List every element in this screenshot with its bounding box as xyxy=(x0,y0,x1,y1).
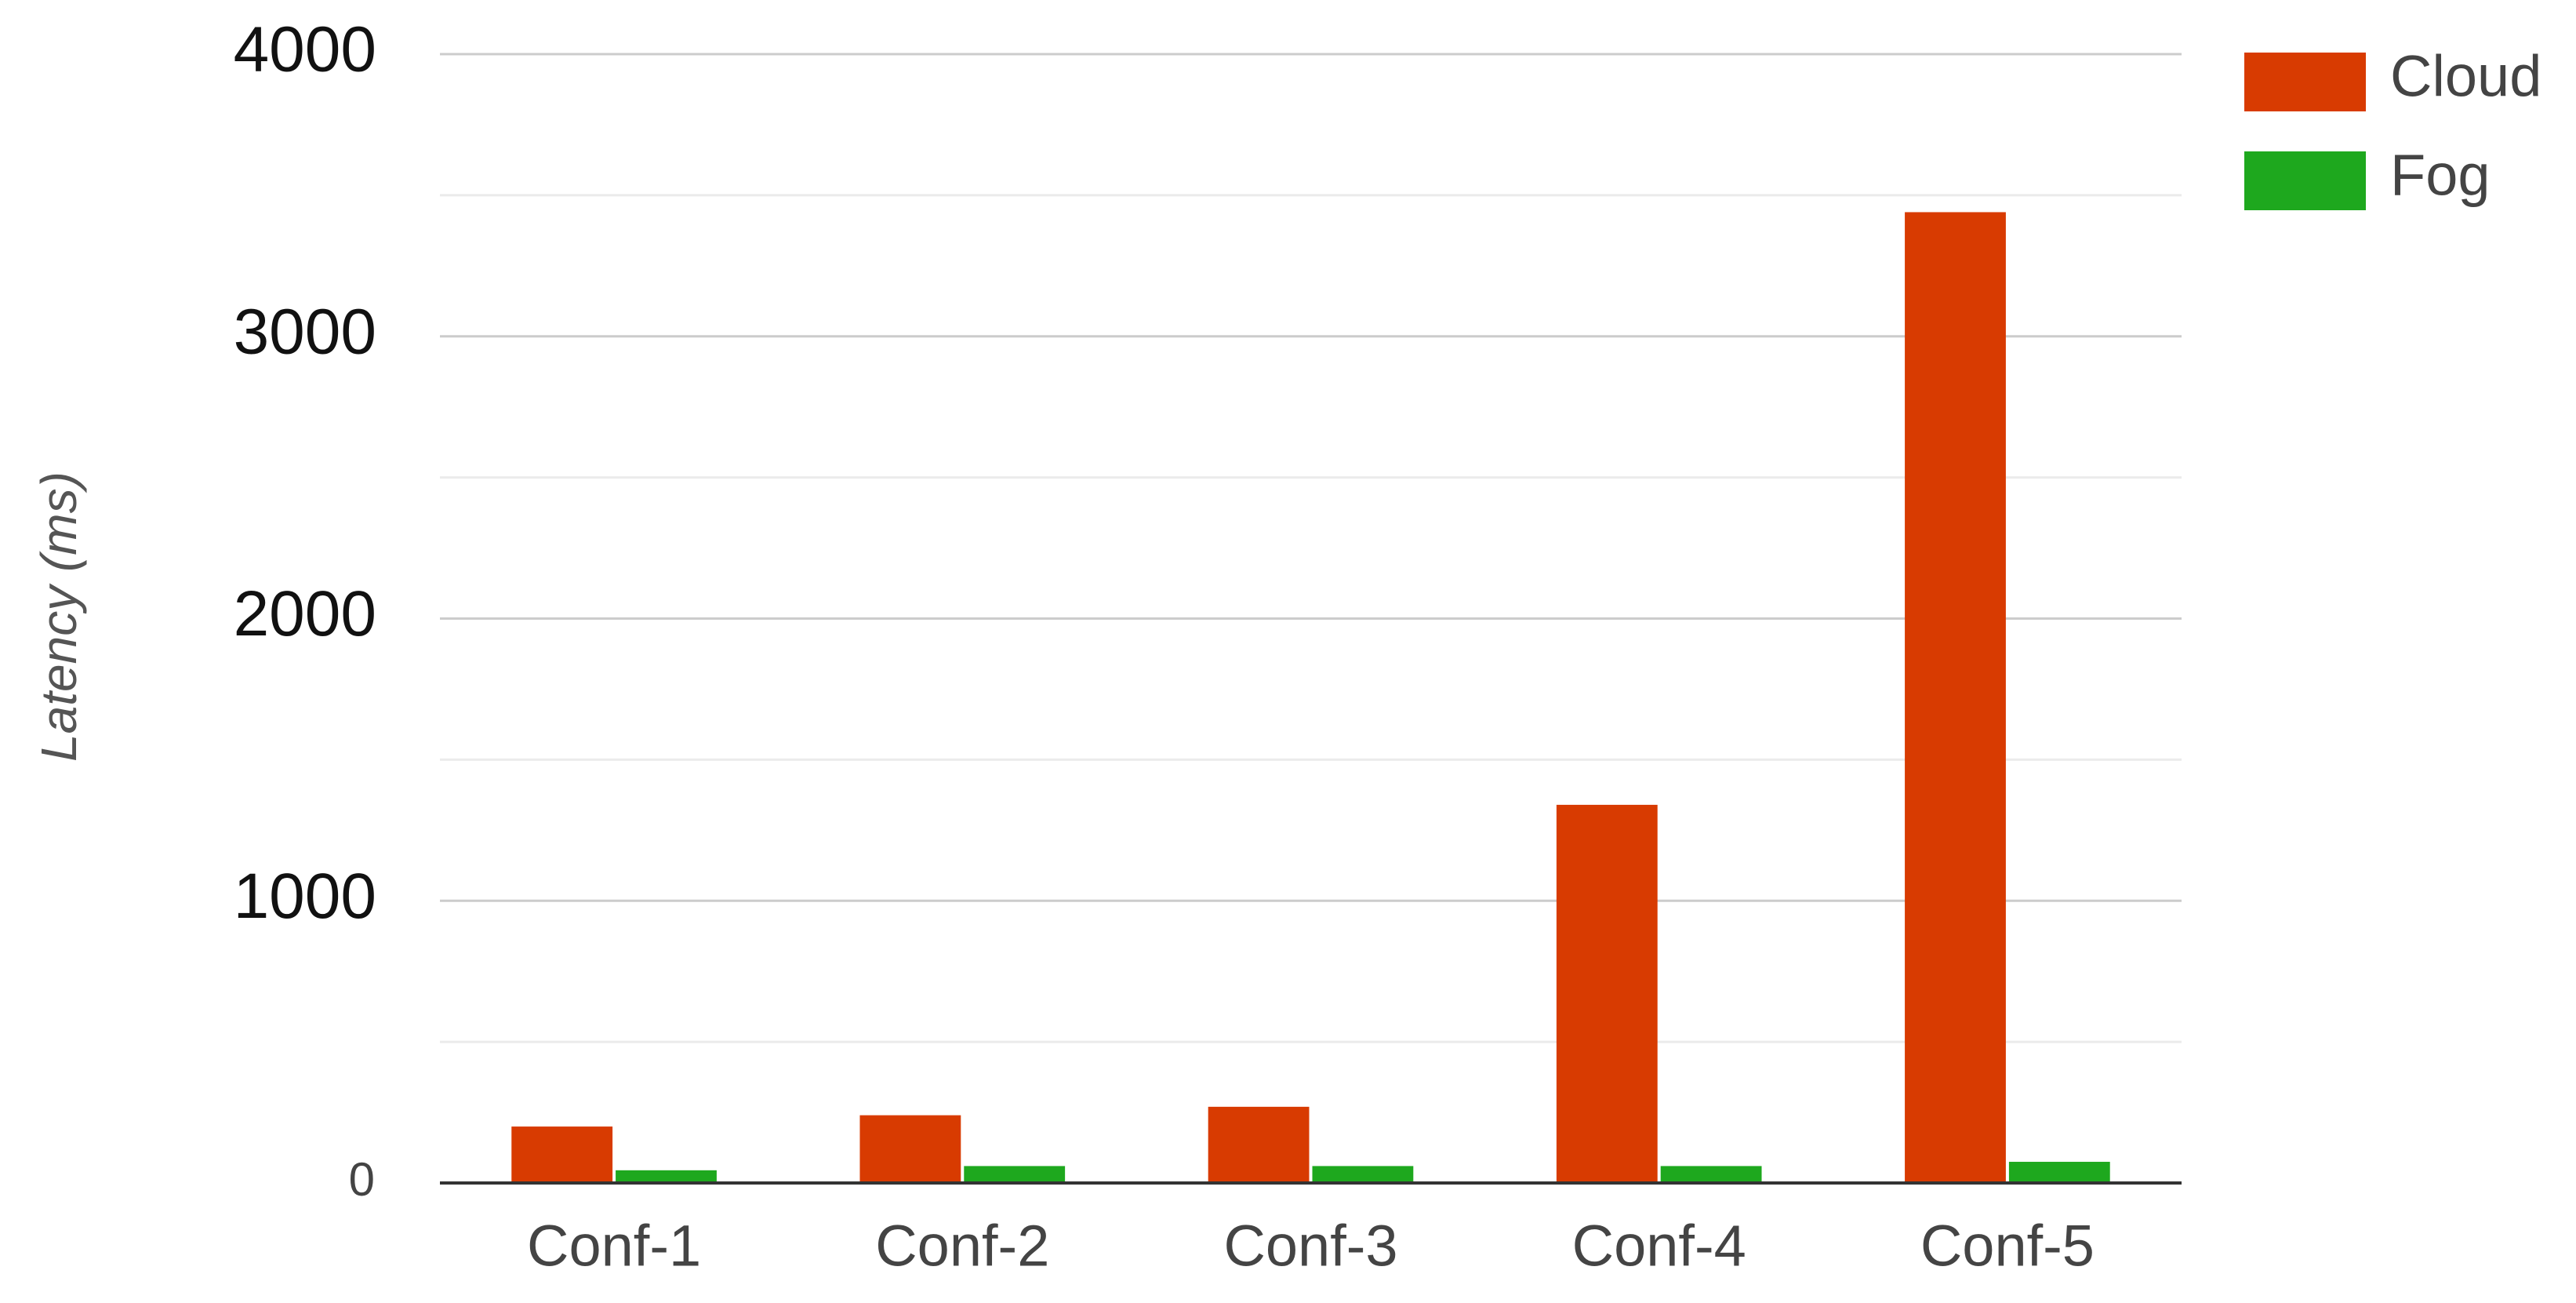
legend-swatch xyxy=(2244,151,2366,210)
bar xyxy=(1312,1166,1414,1183)
bar xyxy=(1208,1106,1310,1183)
x-tick-label: Conf-5 xyxy=(1920,1214,2095,1279)
y-tick-label: 4000 xyxy=(234,14,376,86)
bar xyxy=(1556,804,1658,1183)
y-tick-label: 3000 xyxy=(234,296,376,367)
legend-swatch xyxy=(2244,53,2366,111)
bar xyxy=(2008,1162,2110,1183)
x-tick-label: Conf-3 xyxy=(1223,1214,1397,1279)
legend-label: Cloud xyxy=(2390,44,2541,109)
bar xyxy=(1905,212,2006,1184)
bar xyxy=(616,1170,717,1183)
y-tick-label: 2000 xyxy=(234,578,376,650)
bar xyxy=(511,1126,613,1183)
x-tick-label: Conf-2 xyxy=(875,1214,1049,1279)
bar xyxy=(1660,1166,1762,1183)
legend-label: Fog xyxy=(2390,143,2491,208)
bar xyxy=(859,1115,961,1183)
x-tick-label: Conf-4 xyxy=(1572,1214,1746,1279)
x-tick-label: Conf-1 xyxy=(527,1214,701,1279)
y-tick-label: 0 xyxy=(349,1153,375,1206)
y-axis-label: Latency (ms) xyxy=(31,471,87,762)
y-tick-label: 1000 xyxy=(234,861,376,932)
bar xyxy=(964,1166,1066,1183)
